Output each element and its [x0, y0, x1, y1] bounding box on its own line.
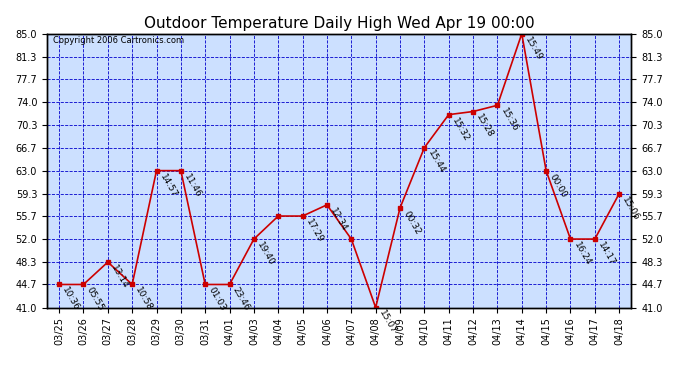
Text: 14:57: 14:57 — [158, 172, 179, 199]
Text: 15:32: 15:32 — [450, 116, 471, 143]
Text: 15:06: 15:06 — [620, 195, 641, 222]
Text: 13:14: 13:14 — [109, 264, 130, 290]
Text: 17:29: 17:29 — [304, 217, 325, 244]
Text: 15:28: 15:28 — [475, 113, 495, 140]
Text: 10:58: 10:58 — [134, 286, 155, 313]
Text: Copyright 2006 Cartronics.com: Copyright 2006 Cartronics.com — [52, 36, 184, 45]
Text: 16:24: 16:24 — [572, 240, 593, 267]
Text: 14:17: 14:17 — [596, 240, 617, 267]
Text: 11:46: 11:46 — [182, 172, 203, 199]
Text: 23:46: 23:46 — [231, 286, 252, 312]
Text: 15:44: 15:44 — [426, 149, 446, 176]
Text: 12:34: 12:34 — [328, 206, 349, 233]
Text: 15:07: 15:07 — [377, 309, 397, 336]
Text: 19:40: 19:40 — [255, 240, 276, 267]
Text: 01:03: 01:03 — [206, 286, 227, 313]
Text: 15:36: 15:36 — [499, 106, 520, 134]
Text: 05:55: 05:55 — [85, 286, 106, 313]
Text: 15:49: 15:49 — [523, 35, 544, 62]
Text: 00:00: 00:00 — [547, 172, 569, 199]
Text: 00:32: 00:32 — [402, 209, 422, 236]
Title: Outdoor Temperature Daily High Wed Apr 19 00:00: Outdoor Temperature Daily High Wed Apr 1… — [144, 16, 535, 31]
Text: 10:36: 10:36 — [61, 286, 81, 313]
